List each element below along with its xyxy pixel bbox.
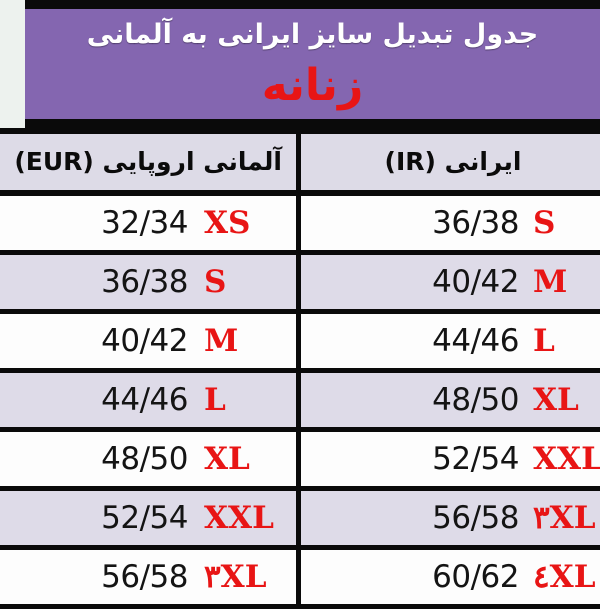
eu-size-value: 48/50 (101, 441, 188, 477)
eu-size-label: XS (204, 205, 278, 241)
table-row: 56/58 ۳XL 60/62 ٤XL (0, 548, 600, 607)
size-table-wrap: آلمانی اروپایی (EUR) ایرانی (IR) 32/34 X… (0, 128, 600, 609)
ir-size-label: ٤XL (533, 559, 600, 595)
eu-size-value: 32/34 (101, 205, 188, 241)
eu-size-value: 36/38 (101, 264, 188, 300)
ir-size-label: XL (533, 382, 600, 418)
eu-size-label: M (204, 323, 278, 359)
banner-subtitle: زنانه (25, 55, 600, 117)
banner-bottom-rule (25, 119, 600, 128)
cell-ir: 48/50 XL (299, 371, 600, 430)
header-banner: جدول تبدیل سایز ایرانی به آلمانی زنانه (25, 0, 600, 128)
cell-eu: 36/38 S (0, 253, 299, 312)
cell-eu: 44/46 L (0, 371, 299, 430)
ir-size-label: L (533, 323, 600, 359)
ir-size-value: 56/58 (432, 500, 519, 536)
eu-size-value: 56/58 (101, 559, 188, 595)
ir-size-label: XXL (533, 441, 600, 477)
ir-size-label: ۳XL (533, 500, 600, 536)
banner-top-rule (25, 0, 600, 9)
header-cell-eu: آلمانی اروپایی (EUR) (0, 131, 299, 193)
eu-size-label: L (204, 382, 278, 418)
table-row: 44/46 L 48/50 XL (0, 371, 600, 430)
header-label-eu: آلمانی اروپایی (EUR) (0, 136, 296, 188)
table-header-row: آلمانی اروپایی (EUR) ایرانی (IR) (0, 131, 600, 193)
cell-eu: 40/42 M (0, 312, 299, 371)
ir-size-label: S (533, 205, 600, 241)
eu-size-label: XL (204, 441, 278, 477)
header-label-ir: ایرانی (IR) (301, 136, 600, 188)
cell-eu: 52/54 XXL (0, 489, 299, 548)
ir-size-value: 48/50 (432, 382, 519, 418)
cell-eu: 48/50 XL (0, 430, 299, 489)
cell-eu: 32/34 XS (0, 193, 299, 253)
eu-size-value: 44/46 (101, 382, 188, 418)
size-conversion-table: آلمانی اروپایی (EUR) ایرانی (IR) 32/34 X… (0, 128, 600, 609)
ir-size-value: 60/62 (432, 559, 519, 595)
eu-size-value: 40/42 (101, 323, 188, 359)
table-row: 32/34 XS 36/38 S (0, 193, 600, 253)
ir-size-label: M (533, 264, 600, 300)
ir-size-value: 52/54 (432, 441, 519, 477)
banner-body: جدول تبدیل سایز ایرانی به آلمانی زنانه (25, 9, 600, 119)
cell-ir: 52/54 XXL (299, 430, 600, 489)
cell-ir: 40/42 M (299, 253, 600, 312)
eu-size-label: ۳XL (204, 559, 278, 595)
cell-ir: 44/46 L (299, 312, 600, 371)
cell-eu: 56/58 ۳XL (0, 548, 299, 607)
table-row: 48/50 XL 52/54 XXL (0, 430, 600, 489)
table-row: 40/42 M 44/46 L (0, 312, 600, 371)
ir-size-value: 40/42 (432, 264, 519, 300)
header-cell-ir: ایرانی (IR) (299, 131, 600, 193)
ir-size-value: 36/38 (432, 205, 519, 241)
cell-ir: 56/58 ۳XL (299, 489, 600, 548)
cell-ir: 60/62 ٤XL (299, 548, 600, 607)
ir-size-value: 44/46 (432, 323, 519, 359)
eu-size-label: XXL (204, 500, 278, 536)
cell-ir: 36/38 S (299, 193, 600, 253)
eu-size-value: 52/54 (101, 500, 188, 536)
table-row: 52/54 XXL 56/58 ۳XL (0, 489, 600, 548)
banner-title: جدول تبدیل سایز ایرانی به آلمانی (25, 13, 600, 57)
table-row: 36/38 S 40/42 M (0, 253, 600, 312)
eu-size-label: S (204, 264, 278, 300)
